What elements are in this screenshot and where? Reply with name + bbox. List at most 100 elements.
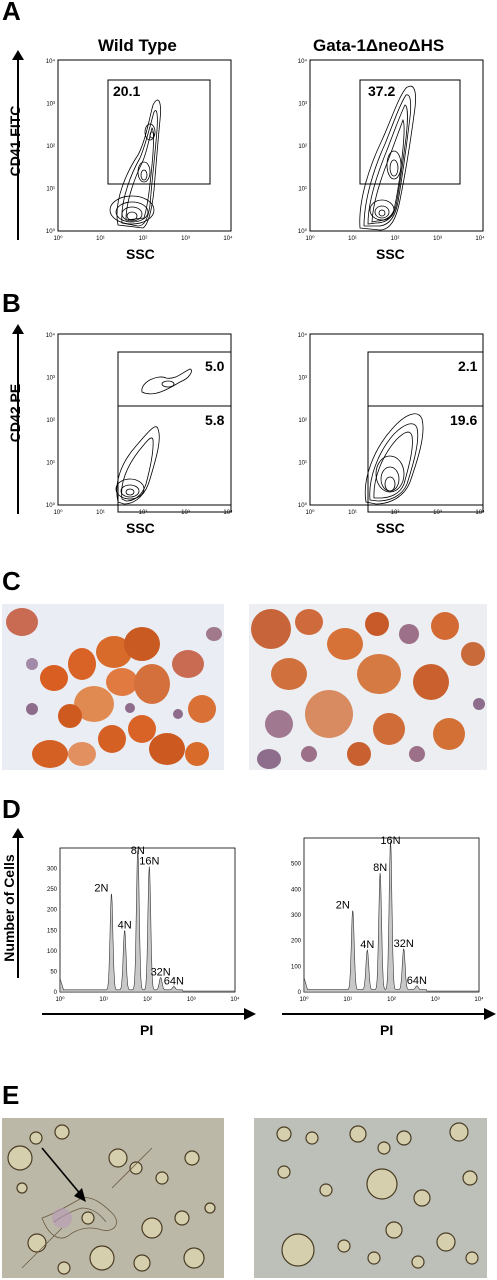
x-tick-label: 10³ [431,997,440,1003]
column-title-wild-type: Wild Type [98,36,177,55]
x-tick-label: 10⁰ [55,996,65,1003]
y-axis-arrow-d [12,828,24,978]
peak-label: 4N [360,939,374,951]
x-tick-label: 10¹ [96,510,105,516]
gate-value-b-left-upper: 5.0 [205,358,225,374]
y-tick-label: 10¹ [298,187,307,193]
x-axis-arrow-d-left [42,1008,256,1020]
x-label-b-right: SSC [376,520,405,536]
peak-label: 2N [94,882,108,894]
y-tick-label: 100 [47,949,58,955]
x-tick-label: 10⁴ [223,235,233,242]
peak-label: 32N [394,938,414,950]
x-tick-label: 10³ [187,997,196,1003]
y-tick-label: 150 [47,928,58,934]
y-tick-label: 10⁴ [46,332,56,339]
y-tick-label: 10² [46,144,55,150]
histogram-area [303,841,480,993]
x-tick-label: 10¹ [343,997,352,1003]
gate-value-b-right-upper: 2.1 [458,358,478,374]
peak-label: 64N [407,975,427,987]
gate-value-b-right-lower: 19.6 [450,412,478,428]
x-tick-label: 10⁴ [475,235,485,242]
y-tick-label: 10³ [46,102,55,108]
panel-letter-d: D [2,794,21,824]
y-label-cd42: CD42 PE [7,383,23,443]
y-tick-label: 10¹ [298,461,307,467]
peak-label: 4N [118,919,132,931]
y-tick-label: 250 [47,887,58,893]
histogram-mutant: 0 100 200 300 400 500 10⁰ 10¹ 10² 10³ 10⁴ 2N 4N 8N 16N… [291,835,484,1003]
y-tick-label: 0 [54,990,58,996]
y-tick-label: 200 [291,939,302,945]
y-tick-label: 10⁰ [298,502,308,509]
column-title-mutant: Gata-1ΔneoΔHS [313,36,445,55]
panel-letter-b: B [2,288,21,318]
x-tick-label: 10² [387,997,396,1003]
x-tick-label: 10¹ [348,236,357,242]
y-tick-label: 10³ [46,376,55,382]
x-tick-label: 10² [139,510,148,516]
x-tick-label: 10⁰ [305,509,315,516]
x-tick-label: 10² [391,510,400,516]
y-tick-label: 100 [291,964,302,970]
y-tick-label: 10² [46,418,55,424]
x-label-a-left: SSC [126,246,155,262]
micrograph-c-left [2,604,224,770]
x-label-b-left: SSC [126,520,155,536]
x-tick-label: 10³ [433,236,442,242]
x-tick-label: 10⁴ [475,509,485,516]
y-tick-label: 10⁰ [298,228,308,235]
y-tick-label: 10¹ [46,187,55,193]
peak-label: 8N [373,862,387,874]
histogram-wild-type: 0 50 100 150 200 250 300 10⁰ 10¹ 10² 10³ 10⁴ 2N 4N 8N1… [47,845,240,1003]
x-tick-label: 10¹ [99,997,108,1003]
histogram-area [59,850,236,993]
y-tick-label: 0 [298,990,302,996]
x-tick-label: 10⁰ [305,235,315,242]
gate-value-a-right: 37.2 [368,83,396,99]
x-tick-label: 10² [391,236,400,242]
y-axis-arrow-a [12,50,24,240]
x-tick-label: 10² [143,997,152,1003]
y-tick-label: 10² [298,418,307,424]
y-axis-arrow-b [12,324,24,514]
panel-letter-c: C [2,566,21,596]
y-tick-label: 10² [298,144,307,150]
y-tick-label: 10⁰ [46,502,56,509]
x-label-d-right: PI [380,1022,394,1038]
x-tick-label: 10³ [181,236,190,242]
x-label-a-right: SSC [376,246,405,262]
y-tick-label: 200 [47,908,58,914]
gate-value-a-left: 20.1 [113,83,141,99]
y-label-cd41: CD41 FITC [7,105,23,177]
peak-label: 32N [151,967,171,979]
x-tick-label: 10⁰ [299,996,309,1003]
x-tick-label: 10² [139,236,148,242]
x-tick-label: 10³ [181,510,190,516]
y-label-cells: Number of Cells [1,854,17,962]
peak-label: 16N [139,856,159,868]
x-tick-label: 10¹ [96,236,105,242]
x-tick-label: 10³ [433,510,442,516]
panel-letter-e: E [2,1080,20,1110]
y-tick-label: 10⁴ [298,58,308,65]
y-tick-label: 400 [291,887,302,893]
y-tick-label: 300 [47,867,58,873]
y-tick-label: 10³ [298,376,307,382]
x-tick-label: 10⁴ [230,996,240,1003]
peak-label: 16N [380,835,400,847]
panel-letter-a: A [2,0,21,26]
y-tick-label: 10⁴ [298,332,308,339]
x-tick-label: 10¹ [348,510,357,516]
x-tick-label: 10⁰ [53,509,63,516]
gate-value-b-left-lower: 5.8 [205,412,225,428]
y-tick-label: 500 [291,862,302,868]
y-tick-label: 10⁴ [46,58,56,65]
peak-label: 64N [164,976,184,988]
x-tick-label: 10⁴ [474,996,484,1003]
x-label-d-left: PI [140,1022,154,1038]
